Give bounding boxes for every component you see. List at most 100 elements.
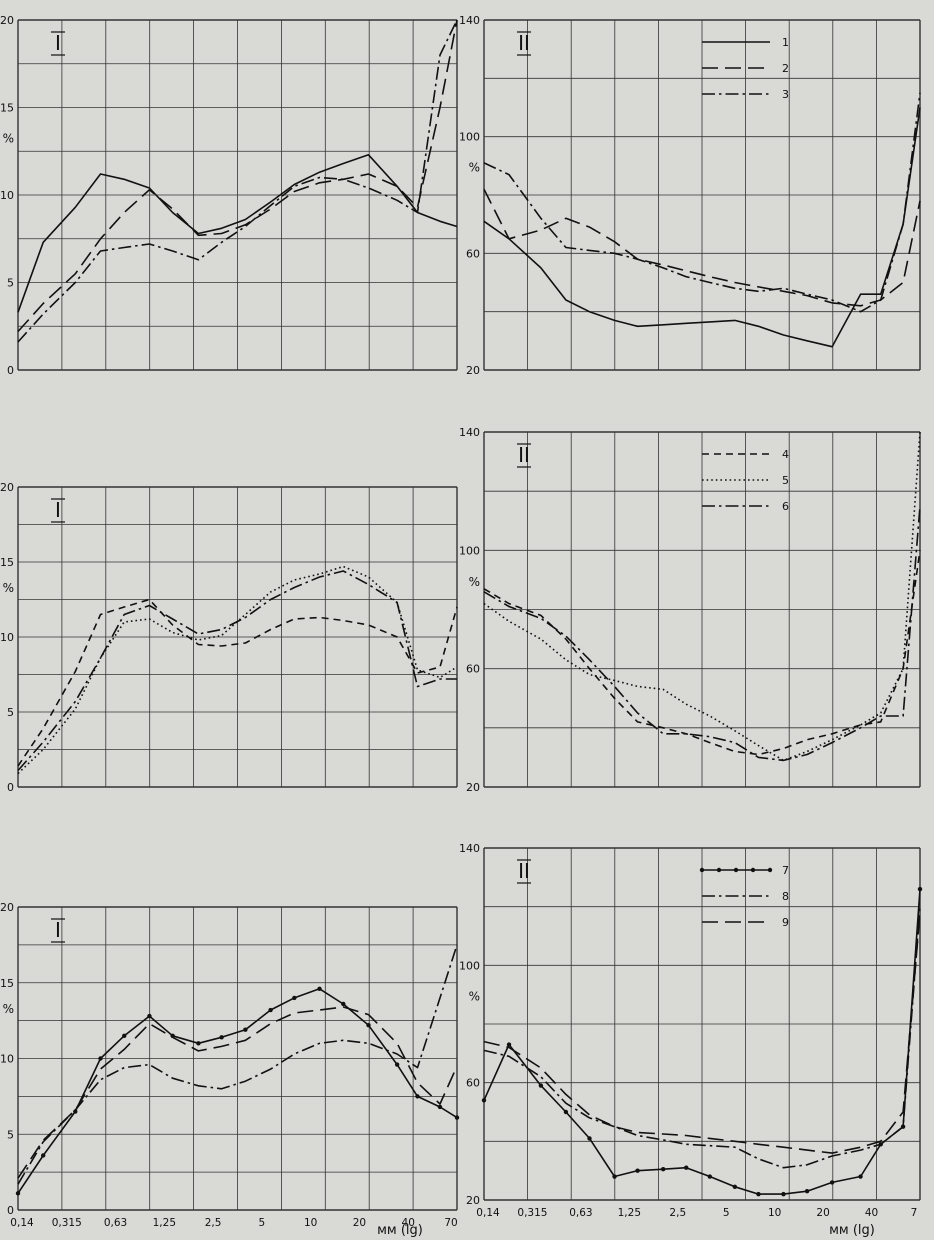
x-axis-label-left: мм (lg)	[377, 1223, 423, 1238]
series-line-6	[483, 505, 921, 762]
y-tick-label: 0	[7, 364, 14, 377]
data-point-7	[437, 1104, 443, 1110]
legend-marker-7	[750, 867, 756, 873]
legend-label-4: 4	[782, 448, 789, 461]
y-axis-label: %	[3, 132, 14, 146]
x-tick-label: 0,14	[10, 1217, 34, 1229]
y-tick-label: 10	[0, 1053, 14, 1066]
data-point-7	[15, 1191, 21, 1196]
chart-panel-6: 20 60 100 140% II 0,14 0,315 0,63 1,25 2,5 5 10 20 40…	[459, 842, 923, 1219]
panel-label: II	[518, 859, 530, 883]
series-line-4	[483, 550, 921, 756]
y-tick-label: 60	[466, 663, 480, 676]
legend-label-2: 2	[782, 62, 789, 75]
x-tick-label: 0,315	[52, 1217, 82, 1229]
y-tick-label: 5	[7, 706, 14, 719]
legend-label-9: 9	[782, 916, 789, 929]
data-point-7	[366, 1022, 371, 1028]
series-line-3	[483, 92, 921, 313]
data-point-7	[415, 1094, 420, 1099]
series-line-6	[17, 570, 457, 772]
x-tick-label: 20	[353, 1217, 366, 1229]
data-point-7	[587, 1136, 592, 1141]
y-tick-label: 140	[459, 426, 480, 439]
data-point-7	[147, 1013, 152, 1019]
series-line-9	[483, 912, 921, 1154]
data-point-7	[341, 1001, 346, 1007]
x-tick-label: 40	[865, 1207, 878, 1219]
legend-marker-7	[716, 867, 722, 873]
data-point-7	[804, 1189, 810, 1194]
x-tick-label: 5	[723, 1207, 730, 1219]
data-point-7	[196, 1041, 201, 1046]
y-tick-label: 20	[0, 901, 14, 914]
data-point-7	[660, 1167, 666, 1172]
series-line-1	[17, 154, 458, 313]
data-point-7	[243, 1027, 248, 1032]
y-tick-label: 20	[466, 364, 480, 377]
y-tick-label: 20	[466, 781, 480, 794]
x-tick-label: 5	[259, 1217, 266, 1229]
data-point-7	[563, 1109, 569, 1115]
data-point-7	[756, 1191, 761, 1197]
y-tick-label: 20	[0, 481, 14, 494]
data-point-7	[122, 1033, 127, 1038]
y-tick-label: 100	[459, 959, 480, 972]
y-tick-label: 10	[0, 631, 14, 644]
y-tick-label: 140	[459, 842, 480, 855]
x-tick-label: 1,25	[153, 1217, 176, 1229]
series-line-9	[17, 1006, 458, 1179]
panel-label: II	[518, 31, 530, 55]
panel-label: I	[55, 918, 61, 942]
y-tick-label: 10	[0, 189, 14, 202]
legend-label-8: 8	[782, 890, 789, 903]
data-point-7	[292, 995, 297, 1001]
y-tick-label: 20	[0, 14, 14, 27]
legend-marker-7	[733, 867, 739, 873]
y-tick-label: 5	[7, 277, 14, 290]
data-point-7	[98, 1056, 103, 1061]
x-tick-label: 10	[768, 1207, 781, 1219]
x-axis-label-right: мм (lg)	[829, 1223, 875, 1238]
data-point-7	[684, 1165, 689, 1170]
data-point-7	[454, 1115, 460, 1120]
series-line-8	[17, 944, 458, 1185]
panel-label: I	[55, 31, 61, 55]
series-line-2	[17, 19, 458, 333]
chart-panel-4: 20 60 100 140% II 4 5 6	[459, 426, 921, 794]
y-tick-label: 15	[0, 556, 14, 569]
chart-panel-1: 0 5 10 15 20% I	[0, 14, 458, 377]
x-tick-label: 0,315	[517, 1207, 547, 1219]
y-tick-label: 20	[466, 1194, 480, 1207]
y-axis-label: %	[3, 1002, 14, 1016]
data-point-7	[917, 886, 923, 892]
chart-panel-2: 20 60 100 140% II 1 2 3	[459, 14, 921, 377]
legend-label-3: 3	[782, 88, 789, 101]
y-tick-label: 100	[459, 131, 480, 144]
x-tick-label: 1,25	[618, 1207, 641, 1219]
data-point-7	[40, 1153, 46, 1158]
series-line-1	[483, 107, 921, 348]
y-axis-label: %	[469, 161, 480, 175]
series-line-4	[17, 598, 458, 767]
chart-panel-5: 0 5 10 15 20% I 0,14 0,315 0,63 1,25 2,5 5 10 20 40 70	[0, 901, 460, 1229]
x-tick-label: 2,5	[205, 1217, 222, 1229]
y-tick-label: 0	[7, 781, 14, 794]
x-tick-label: 0,14	[476, 1207, 500, 1219]
y-tick-label: 60	[466, 247, 480, 260]
data-point-7	[635, 1168, 640, 1173]
x-tick-label: 0,63	[569, 1207, 592, 1219]
y-tick-label: 15	[0, 977, 14, 990]
data-point-7	[781, 1191, 786, 1197]
panel-label: II	[518, 443, 530, 467]
x-tick-label: 2,5	[669, 1207, 686, 1219]
y-axis-label: %	[469, 990, 480, 1004]
y-tick-label: 0	[7, 1204, 14, 1217]
data-point-7	[73, 1109, 78, 1114]
x-tick-label: 0,63	[104, 1217, 127, 1229]
x-tick-label: 7	[911, 1207, 918, 1219]
y-tick-label: 100	[459, 544, 480, 557]
